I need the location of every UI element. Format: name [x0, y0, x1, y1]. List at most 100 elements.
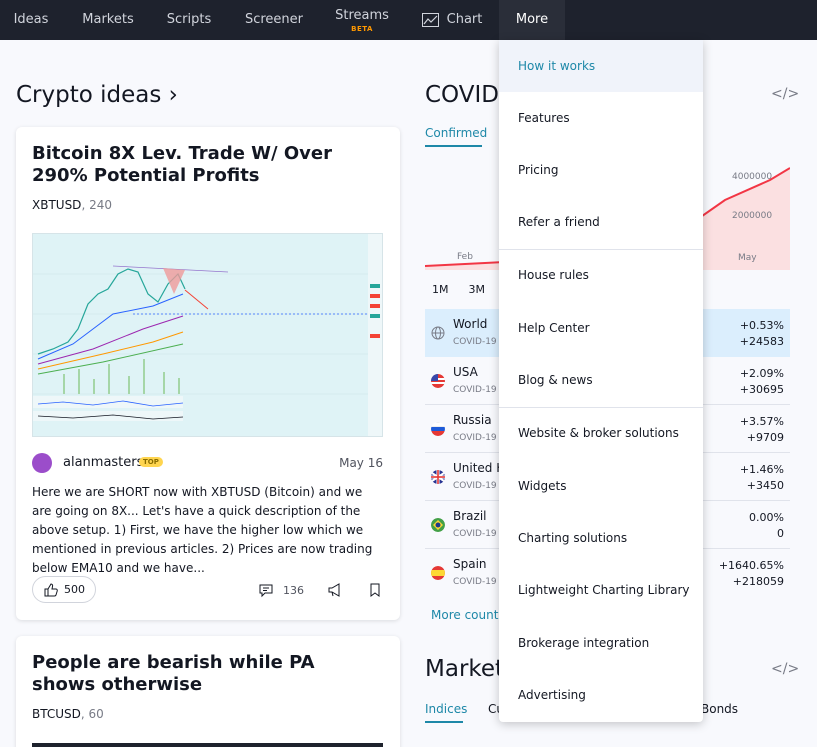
month-label-feb: Feb [457, 252, 473, 262]
nav-scripts[interactable]: Scripts [155, 0, 223, 40]
change-percent: +3.57% [739, 415, 784, 428]
like-icon [44, 582, 58, 596]
tab-confirmed[interactable]: Confirmed [425, 126, 488, 140]
thumbnail-chart-graphic [33, 234, 382, 436]
month-label-may: May [738, 253, 757, 263]
country-name: Brazil [453, 509, 487, 523]
tab-underline [425, 145, 482, 147]
flag-usa-icon [431, 374, 445, 388]
nav-ideas[interactable]: Ideas [0, 0, 62, 40]
change-absolute: +24583 [739, 335, 784, 348]
idea-symbol: BTCUSD, 60 [32, 707, 104, 721]
flag-spain-icon [431, 566, 445, 580]
globe-icon [431, 326, 445, 340]
like-count: 500 [64, 583, 85, 596]
top-nav: Ideas Markets Scripts Screener Streams B… [0, 0, 817, 40]
like-button[interactable]: 500 [32, 576, 96, 603]
nav-markets-label: Markets [82, 12, 134, 27]
idea-title[interactable]: People are bearish while PA shows otherw… [32, 652, 315, 695]
symbol-name[interactable]: BTCUSD [32, 707, 81, 721]
comment-icon[interactable] [257, 581, 275, 599]
symbol-interval: , 60 [80, 707, 104, 721]
tab-indices[interactable]: Indices [425, 702, 468, 716]
menu-item-website-broker-solutions[interactable]: Website & broker solutions [518, 426, 679, 440]
menu-item-house-rules[interactable]: House rules [518, 268, 589, 282]
section-title[interactable]: Crypto ideas › [16, 82, 178, 108]
nav-streams-label: Streams [335, 7, 389, 23]
change-percent: +1.46% [739, 463, 784, 476]
more-countries-link[interactable]: More countri [431, 608, 507, 622]
nav-chart-label: Chart [446, 12, 483, 27]
symbol-name[interactable]: XBTUSD [32, 198, 82, 212]
markets-tab-underline [425, 721, 463, 723]
idea-card[interactable]: People are bearish while PA shows otherw… [16, 636, 400, 747]
avatar[interactable] [32, 453, 52, 473]
menu-item-blog-news[interactable]: Blog & news [518, 373, 593, 387]
change-percent: 0.00% [749, 511, 784, 524]
flag-uk-icon [431, 470, 445, 484]
menu-item-help-center[interactable]: Help Center [518, 321, 590, 335]
comment-count[interactable]: 136 [283, 583, 304, 597]
covid-title: COVID- [425, 82, 508, 108]
menu-divider [499, 249, 703, 250]
embed-icon[interactable]: </> [771, 661, 800, 677]
menu-item-lightweight-charting-library[interactable]: Lightweight Charting Library [518, 583, 690, 597]
range-1m[interactable]: 1M [432, 283, 449, 296]
change-percent: +0.53% [739, 319, 784, 332]
nav-streams[interactable]: Streams BETA [325, 0, 399, 40]
menu-item-advertising[interactable]: Advertising [518, 688, 586, 702]
nav-screener[interactable]: Screener [232, 0, 316, 40]
menu-item-features[interactable]: Features [518, 111, 570, 125]
symbol-interval: , 240 [81, 198, 112, 212]
megaphone-icon[interactable] [326, 581, 344, 599]
nav-more[interactable]: More [499, 0, 565, 40]
idea-card[interactable]: Bitcoin 8X Lev. Trade W/ Over 290% Poten… [16, 127, 400, 620]
menu-item-brokerage-integration[interactable]: Brokerage integration [518, 636, 650, 650]
change-percent: +2.09% [739, 367, 784, 380]
country-sub: COVID-19 [453, 337, 497, 347]
flag-brazil-icon [431, 518, 445, 532]
nav-chart[interactable]: Chart [414, 0, 490, 40]
change-absolute: +9709 [746, 431, 784, 444]
range-3m[interactable]: 3M [468, 283, 486, 296]
country-sub: COVID-19 [453, 529, 497, 539]
change-absolute: +30695 [739, 383, 784, 396]
markets-title: Market [425, 656, 505, 682]
flag-russia-icon [431, 422, 445, 436]
author-name[interactable]: alanmasters [63, 455, 144, 470]
idea-symbol: XBTUSD, 240 [32, 198, 112, 212]
menu-divider [499, 407, 703, 408]
idea-title[interactable]: Bitcoin 8X Lev. Trade W/ Over 290% Poten… [32, 143, 332, 186]
menu-item-refer-a-friend[interactable]: Refer a friend [518, 215, 600, 229]
beta-badge: BETA [351, 24, 373, 33]
change-absolute: +218059 [732, 575, 784, 588]
covid-row-spain[interactable]: Spain COVID-19 +1640.65% +218059 [425, 549, 790, 597]
menu-item-pricing[interactable]: Pricing [518, 163, 559, 177]
change-absolute: 0 [777, 527, 784, 540]
idea-description[interactable]: Here we are SHORT now with XBTUSD (Bitco… [32, 485, 373, 575]
country-sub: COVID-19 [453, 385, 497, 395]
country-sub: COVID-19 [453, 433, 497, 443]
idea-chart-thumbnail[interactable] [32, 743, 383, 747]
menu-item-how-it-works[interactable]: How it works [499, 40, 703, 92]
axis-label-4000000: 4000000 [732, 172, 773, 182]
idea-actions: 136 [257, 581, 384, 599]
menu-item-widgets[interactable]: Widgets [518, 479, 567, 493]
country-sub: COVID-19 [453, 577, 497, 587]
menu-item-charting-solutions[interactable]: Charting solutions [518, 531, 628, 545]
tab-bonds[interactable]: Bonds [701, 702, 739, 716]
country-name: Spain [453, 557, 487, 571]
nav-markets[interactable]: Markets [70, 0, 146, 40]
bookmark-icon[interactable] [366, 581, 384, 599]
change-absolute: +3450 [746, 479, 784, 492]
country-name: Russia [453, 413, 492, 427]
idea-chart-thumbnail[interactable] [32, 233, 383, 437]
country-name: World [453, 317, 488, 331]
axis-label-2000000: 2000000 [732, 211, 773, 221]
country-name: USA [453, 365, 478, 379]
country-sub: COVID-19 [453, 481, 497, 491]
embed-icon[interactable]: </> [771, 86, 800, 102]
chart-icon [421, 13, 439, 27]
nav-screener-label: Screener [244, 12, 304, 27]
country-name: United K [453, 461, 505, 475]
